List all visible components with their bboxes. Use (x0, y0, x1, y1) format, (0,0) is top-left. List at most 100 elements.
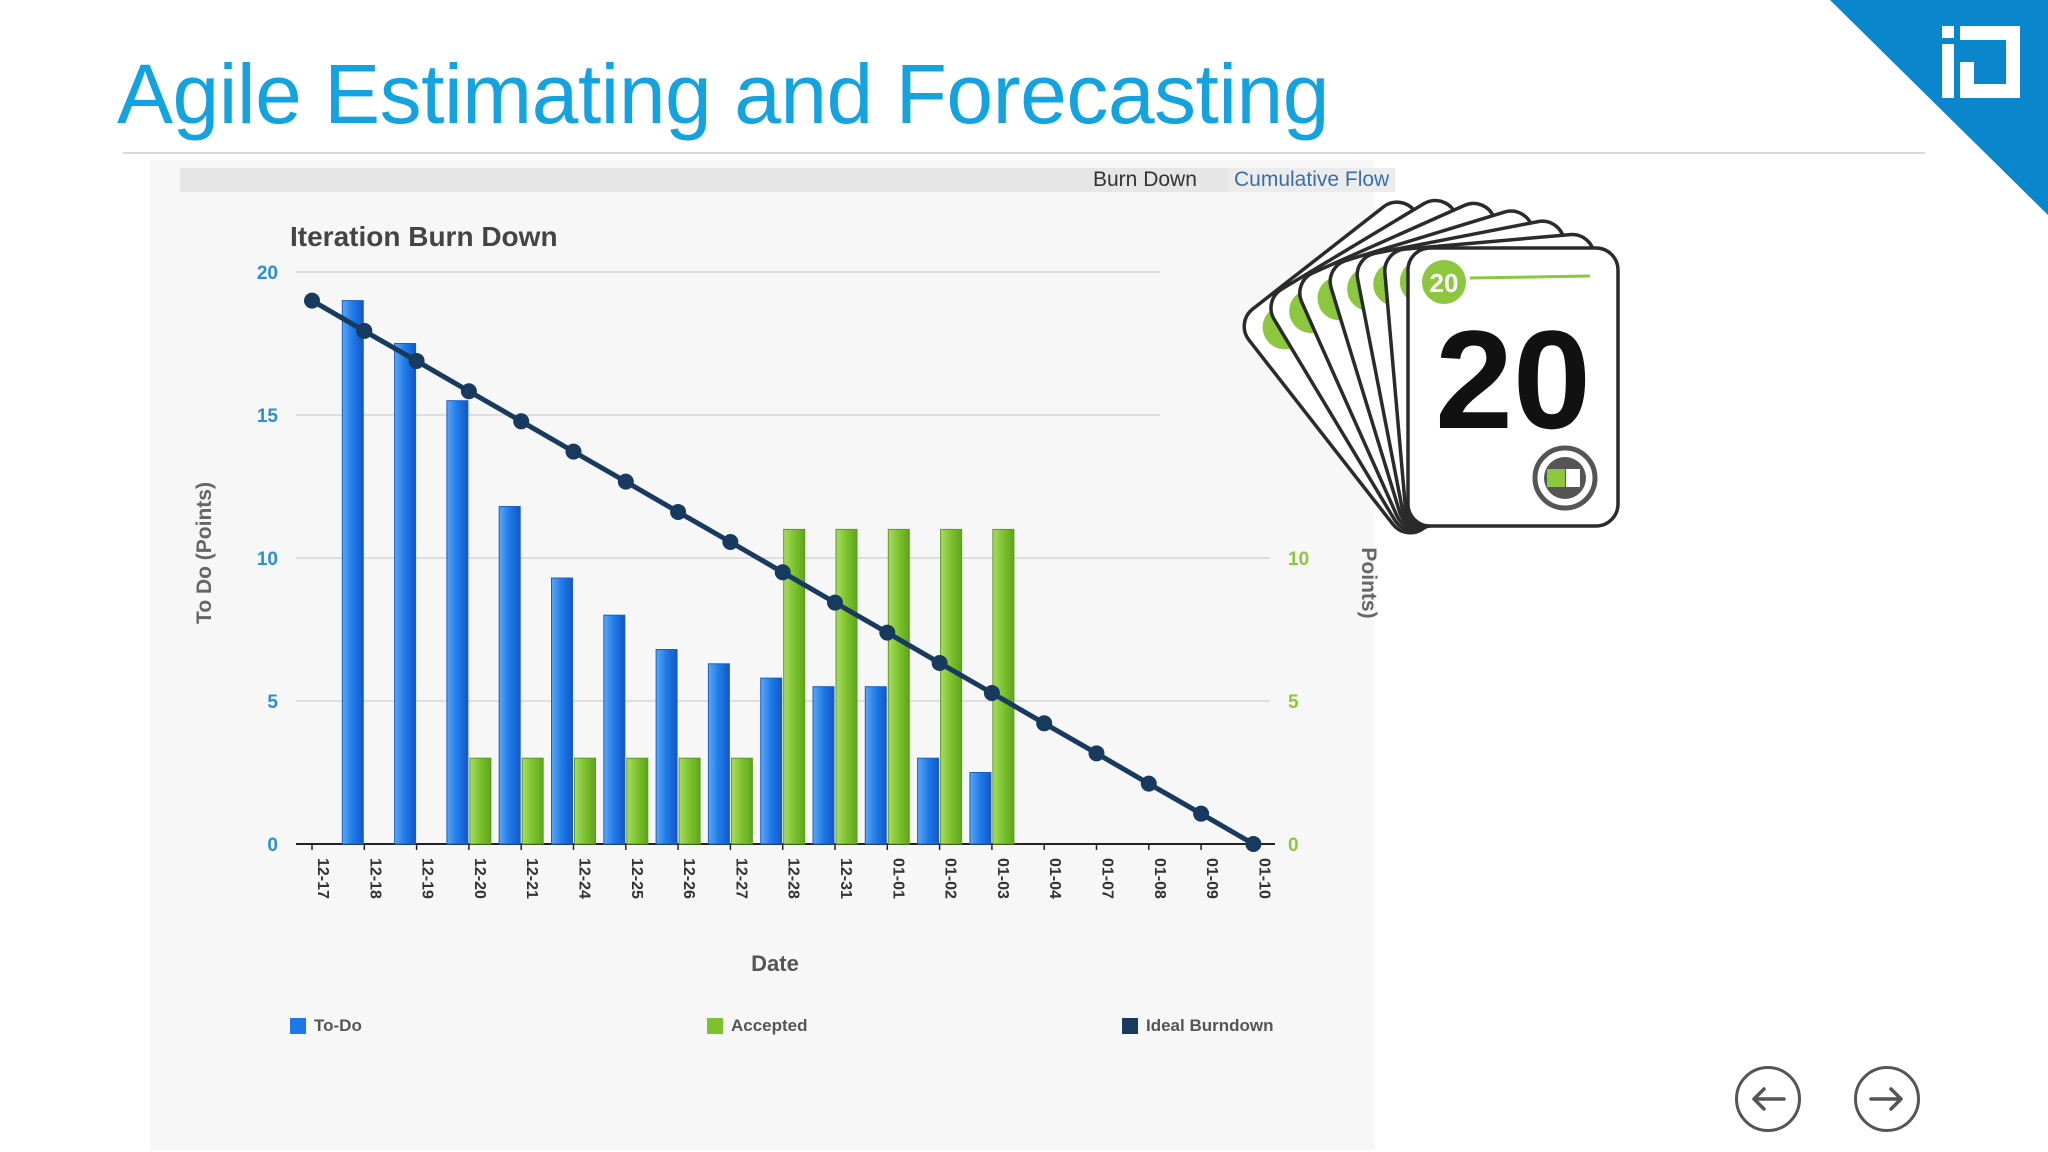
todo-bar (498, 506, 521, 845)
card-value-circle (1422, 260, 1466, 304)
x-tick-label: 12-20 (471, 858, 488, 899)
accepted-bar (521, 757, 544, 845)
ideal-burndown-point (565, 443, 582, 460)
ideal-burndown-point (408, 352, 425, 369)
ideal-burndown-point (1193, 805, 1210, 822)
accepted-bar (940, 528, 963, 845)
ideal-burndown-point (460, 383, 477, 400)
accepted-bar (835, 528, 858, 845)
y-tick-label: 10 (257, 549, 278, 570)
legend-swatch (290, 1018, 306, 1034)
y2-tick-label: 10 (1288, 549, 1309, 570)
legend-label: To-Do (314, 1016, 362, 1035)
y-tick-label: 20 (257, 263, 278, 284)
y-tick-label: 15 (257, 406, 279, 427)
card-badge-mark (1566, 469, 1580, 487)
accepted-bar (469, 757, 492, 845)
legend-swatch (707, 1018, 723, 1034)
ideal-burndown-point (1036, 715, 1053, 732)
tab-burn-down[interactable]: Burn Down (1093, 168, 1197, 191)
y-tick-label: 0 (267, 835, 278, 856)
todo-bar (812, 686, 835, 845)
todo-bar (917, 757, 940, 845)
x-tick-label: 01-04 (1046, 858, 1063, 899)
todo-bar (394, 343, 417, 845)
x-tick-label: 01-01 (889, 858, 906, 899)
accepted-bar (626, 757, 649, 845)
card-value: 20 (1430, 268, 1459, 298)
ideal-burndown-point (722, 533, 739, 550)
accepted-bar (783, 528, 806, 845)
title-divider (123, 152, 1925, 154)
todo-bar (603, 614, 626, 845)
brand-logo-icon (1830, 0, 2048, 215)
todo-bar (969, 772, 992, 845)
x-tick-label: 01-08 (1151, 858, 1168, 899)
accepted-bar (730, 757, 753, 845)
x-tick-label: 01-10 (1255, 858, 1272, 899)
bars (341, 300, 1015, 845)
x-axis-label: Date (751, 951, 799, 976)
todo-bar (551, 577, 573, 845)
todo-bar (446, 400, 469, 845)
legend: To-Do Accepted Ideal Burndown (290, 1016, 1274, 1035)
x-tick-label: 12-24 (576, 858, 593, 899)
card-rule (1469, 274, 1591, 280)
x-tick-label: 01-03 (994, 858, 1011, 899)
x-tick-label: 12-27 (732, 858, 749, 899)
ideal-burndown-point (513, 413, 530, 430)
ideal-burndown-point (356, 322, 373, 339)
x-tick-label: 12-28 (785, 858, 802, 899)
x-tick-label: 01-02 (942, 858, 959, 899)
todo-bar (341, 300, 364, 845)
prev-slide-button[interactable] (1735, 1066, 1801, 1132)
ideal-burndown-point (1088, 745, 1105, 762)
ideal-burndown-point (617, 473, 634, 490)
todo-bar (760, 677, 783, 845)
x-tick-label: 01-09 (1203, 858, 1220, 899)
next-slide-button[interactable] (1854, 1066, 1920, 1132)
x-tick-label: 12-19 (419, 858, 436, 899)
ideal-burndown-point (983, 684, 1000, 701)
tab-cumulative-flow[interactable]: Cumulative Flow (1228, 168, 1396, 192)
ideal-burndown-point (827, 594, 843, 611)
chart-title: Iteration Burn Down (290, 221, 558, 252)
accepted-bar (678, 757, 701, 845)
card-big-value: 20 (1435, 301, 1591, 458)
x-tick-label: 01-07 (1099, 858, 1116, 899)
y-axis-label: To Do (Points) (193, 482, 216, 624)
legend-label: Accepted (731, 1016, 808, 1035)
ideal-burndown-point (1245, 836, 1262, 852)
x-tick-label: 12-17 (314, 858, 331, 899)
todo-bar (707, 663, 730, 845)
accepted-bar (574, 757, 596, 845)
y2-axis-label: Points) (1357, 547, 1380, 618)
todo-bar (864, 686, 887, 845)
y2-tick-label: 0 (1288, 835, 1299, 856)
accepted-bar (887, 528, 910, 845)
card-badge-mark (1547, 469, 1565, 487)
ideal-burndown-point (670, 503, 687, 520)
arrow-right-icon (1869, 1087, 1903, 1111)
gridlines (296, 271, 1270, 702)
legend-swatch (1122, 1018, 1138, 1034)
ideal-burndown-point (931, 654, 948, 671)
planning-poker-cards-image: 12358132020 (1242, 198, 1620, 535)
ideal-burndown-point (774, 564, 791, 581)
ideal-burndown-point (1140, 775, 1157, 792)
x-tick-label: 12-31 (837, 858, 854, 899)
x-tick-label: 12-21 (523, 858, 540, 899)
ideal-burndown-line (304, 292, 1262, 852)
y2-tick-label: 5 (1288, 692, 1299, 713)
x-tick-label: 12-25 (628, 858, 645, 899)
y-tick-label: 5 (267, 692, 278, 713)
slide-title: Agile Estimating and Forecasting (117, 47, 1329, 141)
axes: 0 5 10 15 20 0 5 10 12-17 12-18 12-19 12-20 12-21 12-… (257, 263, 1309, 899)
x-tick-label: 12-18 (366, 858, 383, 899)
todo-bar (655, 649, 678, 845)
arrow-left-icon (1752, 1087, 1786, 1111)
x-tick-label: 12-26 (680, 858, 697, 899)
ideal-burndown-point (879, 624, 896, 641)
